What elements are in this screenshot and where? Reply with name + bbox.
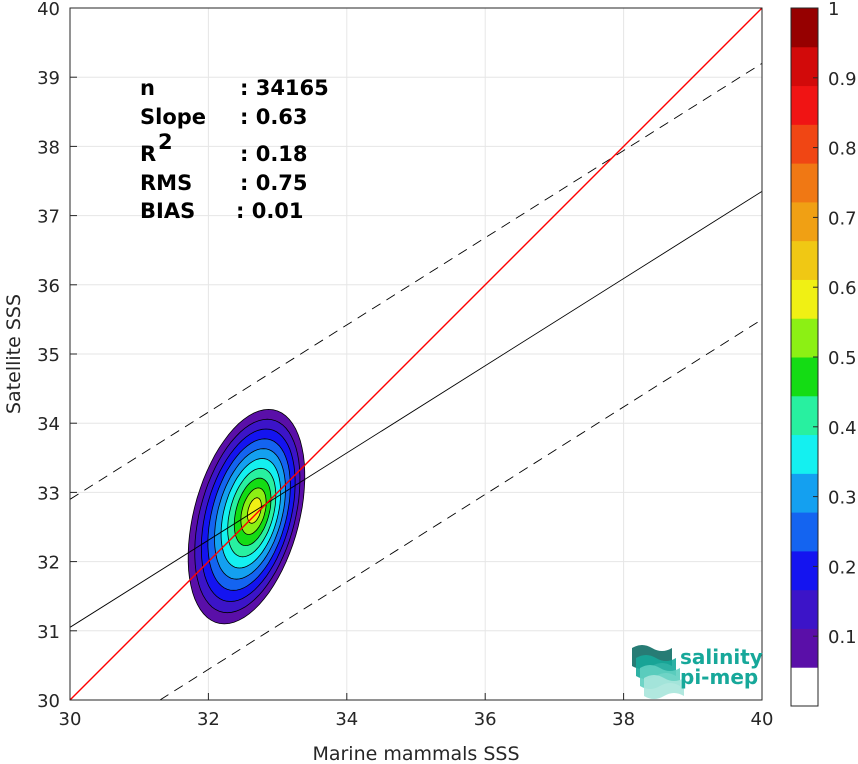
stats-box: n : 34165 Slope : 0.63 R 2 : 0.18 RMS : 0.75 BIAS… [140, 76, 329, 223]
stat-superscript: 2 [158, 130, 173, 154]
colorbar-segment [791, 85, 818, 125]
stat-value: : 0.01 [236, 199, 304, 223]
y-axis-ticks: 30 31 32 33 34 35 36 37 38 39 40 [37, 0, 77, 712]
x-axis-ticks: 30 32 34 36 38 40 [59, 693, 774, 730]
reference-lines [70, 8, 762, 700]
colorbar-segment [791, 512, 818, 552]
x-axis-label: Marine mammals SSS [312, 743, 519, 764]
colorbar-segment [791, 8, 818, 48]
colorbar-segment [791, 201, 818, 242]
y-tick-label: 32 [37, 553, 60, 574]
stat-label: R [140, 142, 156, 166]
y-axis-label: Satellite SSS [3, 294, 25, 414]
y-tick-label: 38 [37, 137, 60, 158]
x-tick-label: 32 [197, 709, 220, 730]
colorbar-tick-label: 0.8 [828, 139, 857, 160]
stat-value: : 0.75 [240, 171, 308, 195]
x-tick-label: 36 [474, 709, 497, 730]
stat-value: : 0.18 [240, 142, 308, 166]
colorbar-segment [791, 550, 818, 591]
logo-wave-shape [644, 675, 684, 699]
colorbar-tick-label: 0.2 [828, 557, 857, 578]
y-tick-label: 39 [37, 68, 60, 89]
colorbar-segment [791, 395, 818, 436]
y-tick-label: 36 [37, 276, 60, 297]
identity-line [70, 8, 762, 700]
colorbar-tick-label: 0.7 [828, 208, 857, 229]
stat-label: BIAS [140, 199, 195, 223]
stat-label: Slope [140, 105, 206, 129]
y-tick-label: 40 [37, 0, 60, 20]
colorbar-tick-label: 0.6 [828, 278, 857, 299]
x-tick-label: 34 [335, 709, 358, 730]
colorbar-tick-label: 0.4 [828, 418, 857, 439]
y-tick-label: 37 [37, 207, 60, 228]
stat-value: : 34165 [240, 76, 329, 100]
colorbar-tick-label: 0.1 [828, 627, 857, 648]
y-tick-label: 30 [37, 691, 60, 712]
density-level-10 [247, 497, 262, 524]
colorbar-segment [791, 163, 818, 203]
colorbar-segment [791, 124, 818, 164]
colorbar-segment [791, 628, 818, 668]
colorbar-segment [791, 473, 818, 513]
colorbar-segment [791, 318, 818, 358]
y-tick-label: 31 [37, 622, 60, 643]
logo-line-1: salinity [680, 645, 763, 669]
colorbar-segment [791, 240, 818, 280]
stat-label: n [140, 76, 155, 100]
colorbar-segment [791, 589, 818, 629]
colorbar-tick-label: 0.5 [828, 348, 857, 369]
y-tick-label: 34 [37, 414, 60, 435]
upper-bound-line [70, 62, 762, 500]
x-tick-label: 30 [59, 709, 82, 730]
regression-line [70, 190, 762, 628]
y-tick-label: 35 [37, 345, 60, 366]
colorbar-segment [791, 46, 818, 87]
x-tick-label: 38 [612, 709, 635, 730]
colorbar-tick-label: 0.3 [828, 488, 857, 509]
colorbar-segment [791, 279, 818, 319]
logo-line-2: pi-mep [680, 665, 758, 689]
colorbar-tick-label: 0.9 [828, 69, 857, 90]
y-tick-label: 33 [37, 483, 60, 504]
stat-label: RMS [140, 171, 192, 195]
stat-value: : 0.63 [240, 105, 308, 129]
colorbar-segment [791, 667, 818, 707]
colorbar-tick-label: 1 [828, 0, 839, 20]
x-tick-label: 40 [751, 709, 774, 730]
colorbar-segment [791, 357, 818, 397]
colorbar-segment [791, 434, 818, 474]
colorbar: 0.1 0.2 0.3 0.4 0.5 0.6 0.7 0.8 0.9 1 [790, 0, 857, 707]
